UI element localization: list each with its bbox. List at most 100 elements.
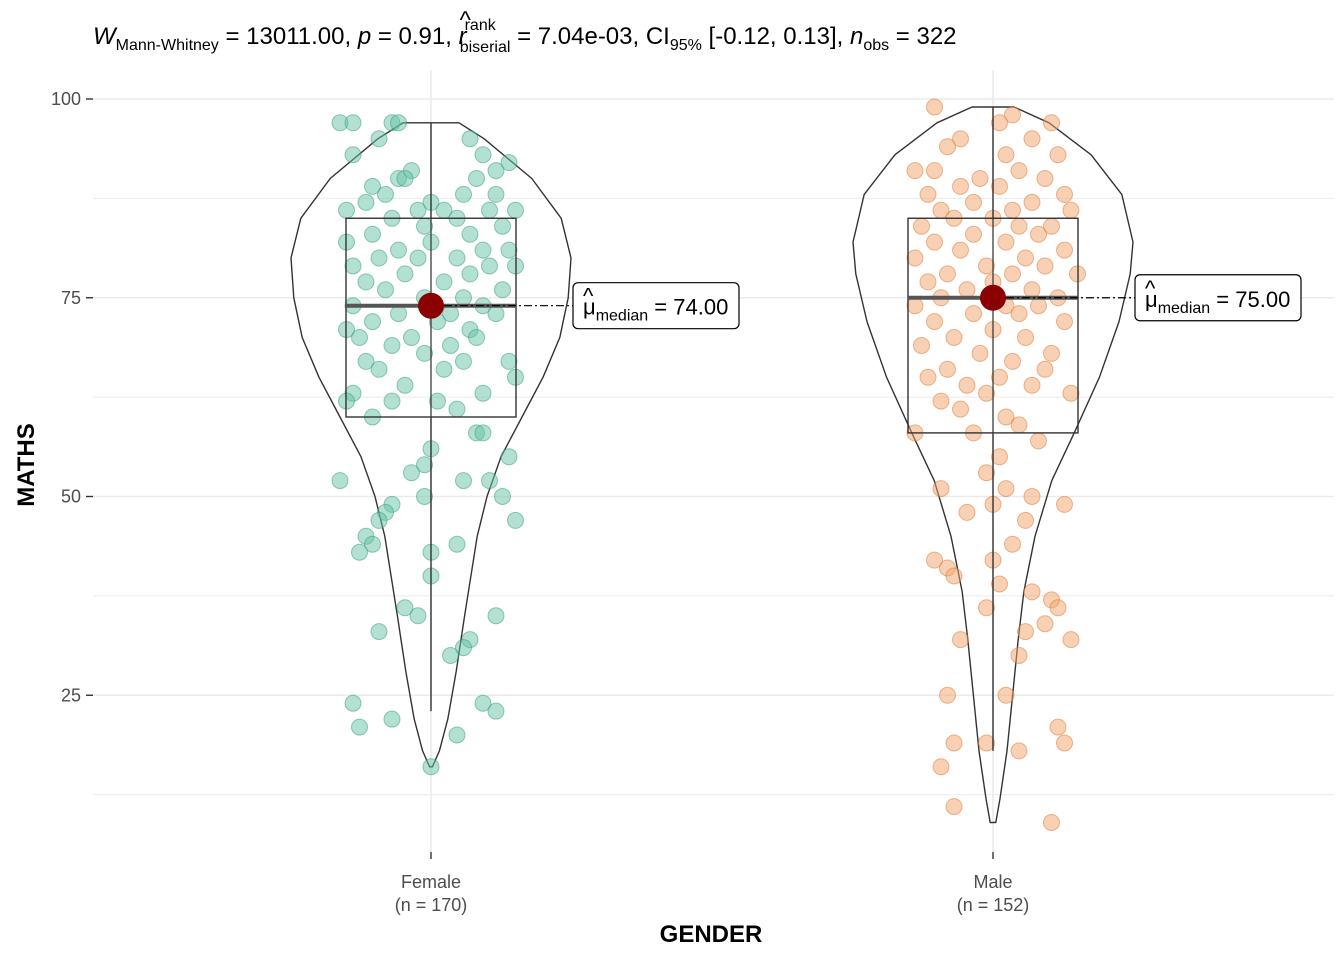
data-point-male — [1056, 495, 1073, 513]
x-tick-count-male: (n = 152) — [957, 895, 1030, 915]
data-point-female — [344, 146, 362, 164]
data-point-female — [370, 360, 388, 378]
median-label-hat-female: ^ — [583, 284, 594, 309]
data-point-female — [370, 511, 388, 529]
data-point-female — [377, 281, 394, 299]
title-r-symbol: r — [459, 23, 468, 50]
data-point-female — [500, 241, 518, 259]
data-point-male — [1004, 352, 1021, 370]
median-label-symbol: μ — [583, 295, 596, 320]
data-point-male — [1043, 814, 1060, 831]
title-ci-subscript: 95% — [670, 37, 702, 54]
label-layer: ^μmedian = 74.00^μmedian = 75.00 — [444, 274, 1302, 330]
chart-title: WMann-Whitney = 13011.00, p = 0.91, rran… — [93, 17, 957, 56]
data-point-female — [500, 448, 518, 466]
data-point-male — [906, 249, 924, 267]
data-point-female — [474, 241, 492, 259]
data-point-female — [422, 758, 440, 776]
data-point-female — [455, 289, 472, 307]
data-point-male — [1030, 432, 1047, 450]
data-point-female — [474, 694, 492, 712]
data-point-male — [1004, 106, 1021, 124]
data-point-male — [965, 225, 982, 243]
data-point-male — [1056, 185, 1073, 203]
y-tick-label: 50 — [61, 487, 81, 507]
data-point-male — [1036, 615, 1054, 633]
data-point-female — [481, 472, 498, 490]
title-p-symbol: p — [357, 23, 371, 50]
data-point-male — [952, 241, 969, 259]
data-point-male — [945, 567, 963, 585]
data-point-female — [370, 623, 388, 641]
data-point-male — [926, 313, 943, 331]
data-point-male — [1010, 305, 1028, 323]
data-point-female — [442, 647, 459, 664]
title-r-subscript: biserial — [460, 39, 511, 56]
data-point-male — [971, 344, 989, 362]
data-point-female — [435, 273, 453, 291]
title-n-subscript: obs — [863, 37, 889, 54]
data-point-male — [991, 177, 1008, 195]
data-point-female — [383, 392, 401, 410]
data-point-female — [455, 472, 472, 490]
data-point-male — [1010, 162, 1028, 180]
data-point-male — [1062, 384, 1080, 402]
data-point-male — [965, 305, 982, 323]
data-point-male — [919, 273, 937, 291]
data-point-female — [429, 392, 446, 410]
data-point-male — [978, 464, 995, 482]
data-point-male — [1036, 170, 1054, 187]
data-point-female — [461, 130, 479, 148]
data-point-female — [435, 360, 453, 378]
data-point-female — [507, 201, 524, 219]
data-point-female — [481, 257, 498, 275]
data-point-female — [468, 329, 485, 346]
data-point-male — [926, 98, 943, 116]
data-point-female — [370, 249, 388, 267]
title-w-subscript: Mann-Whitney — [116, 37, 219, 54]
data-point-male — [939, 265, 956, 283]
data-point-female — [364, 535, 381, 553]
title-r-value: = 7.04e-03, CI — [510, 23, 669, 50]
data-point-female — [403, 464, 420, 482]
median-label-hat-male: ^ — [1145, 276, 1156, 301]
data-point-male — [939, 138, 956, 156]
data-point-male — [1023, 488, 1041, 505]
data-point-female — [474, 384, 492, 402]
data-point-male — [952, 130, 969, 148]
data-point-male — [1056, 734, 1073, 752]
median-label-value: = 75.00 — [1210, 287, 1290, 312]
y-tick-label: 75 — [61, 288, 81, 308]
data-point-male — [926, 162, 943, 180]
median-label-value: = 74.00 — [648, 295, 728, 320]
median-label-box-female — [572, 282, 740, 330]
data-point-male — [932, 392, 950, 410]
data-point-male — [913, 337, 930, 354]
data-point-female — [507, 511, 524, 529]
data-point-female — [448, 400, 466, 418]
median-point-female — [418, 292, 444, 319]
median-point-male — [980, 284, 1006, 311]
data-point-female — [357, 352, 375, 370]
data-point-male — [978, 257, 995, 275]
title-n-symbol: n — [850, 23, 863, 50]
data-point-male — [991, 368, 1008, 386]
data-point-female — [344, 114, 362, 132]
data-point-male — [945, 798, 963, 816]
data-point-male — [945, 734, 963, 752]
data-point-male — [906, 297, 924, 315]
data-point-male — [926, 551, 943, 569]
data-point-male — [945, 329, 963, 346]
data-point-female — [351, 718, 368, 736]
data-point-male — [952, 400, 969, 418]
data-point-male — [1017, 511, 1034, 529]
data-point-male — [1004, 265, 1021, 283]
data-point-male — [1036, 360, 1054, 378]
data-point-male — [997, 480, 1015, 498]
data-point-female — [494, 488, 511, 505]
data-point-female — [461, 265, 479, 283]
data-point-female — [500, 352, 518, 370]
data-point-male — [1049, 146, 1067, 164]
data-point-female — [455, 352, 472, 370]
data-point-female — [442, 337, 459, 354]
